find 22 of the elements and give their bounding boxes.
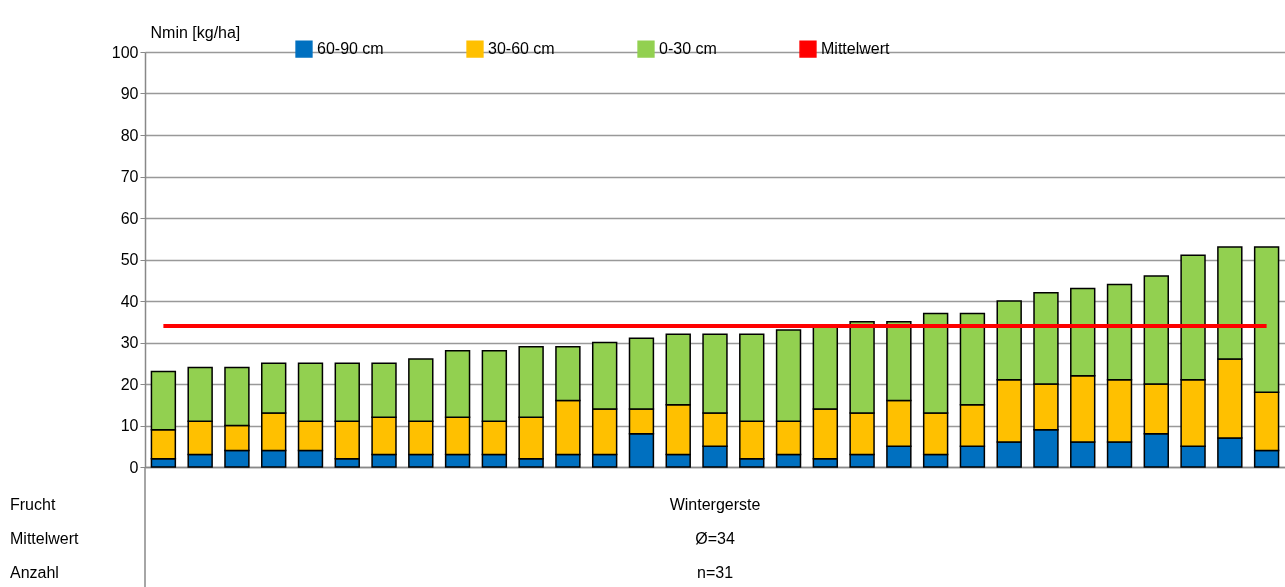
y-tick-label: 90 (120, 85, 139, 102)
y-tick-label: 0 (129, 458, 139, 476)
y-tick-label: 30 (120, 334, 139, 351)
text: Mittelwert (10, 530, 80, 547)
text: Ø=34 (695, 530, 735, 547)
y-tick-label: 60 (120, 209, 139, 227)
y-tick-label: 20 (120, 375, 139, 393)
legend-label: 30-60 cm (488, 40, 555, 58)
text: Wintergerste (669, 496, 761, 513)
legend-label: 0-30 cm (659, 40, 717, 58)
text: Anzahl (10, 564, 59, 581)
legend-label: 60-90 cm (317, 40, 384, 58)
y-tick-label: 10 (120, 417, 139, 434)
text: n=31 (696, 564, 734, 581)
y-tick-label: 80 (120, 126, 139, 144)
y-tick-label: 40 (120, 292, 139, 310)
text: Frucht (10, 496, 56, 513)
y-tick-label: 50 (120, 251, 139, 268)
y-tick-label: 100 (111, 43, 139, 61)
legend-label: Mittelwert (821, 40, 891, 58)
y-axis-title: Nmin [kg/ha] (150, 23, 241, 41)
y-tick-label: 70 (120, 168, 139, 185)
